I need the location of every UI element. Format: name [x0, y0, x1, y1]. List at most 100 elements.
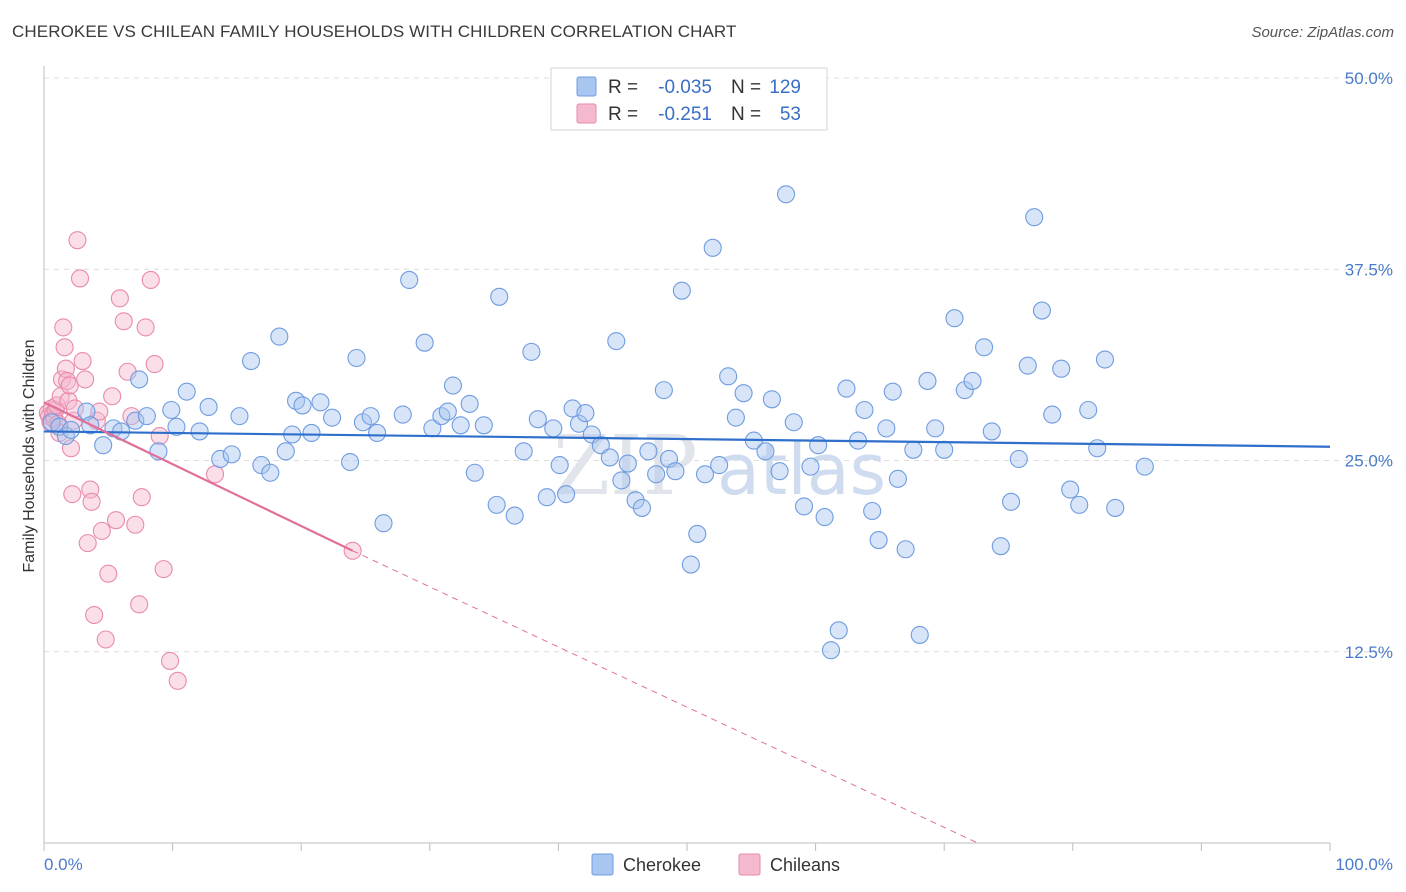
x-ticks: [43, 843, 1331, 851]
cherokee-point-25: [276, 442, 295, 461]
chileans-point-12: [54, 318, 73, 337]
cherokee-point-64: [600, 448, 619, 467]
cherokee-point-47: [465, 463, 484, 482]
cherokee-point-72: [654, 381, 673, 400]
chileans-point-45: [141, 270, 160, 290]
cherokee-point-63: [591, 436, 610, 455]
chileans-point-28: [82, 492, 101, 511]
cherokee-point-13: [162, 400, 181, 420]
legend-r-label-chileans: R =: [608, 104, 638, 125]
cherokee-point-115: [991, 537, 1010, 556]
cherokee-point-89: [784, 413, 803, 432]
cherokee-point-126: [1088, 439, 1107, 458]
chileans-point-46: [145, 355, 164, 374]
legend-swatch-cherokee: [576, 76, 597, 97]
legend-swatch-chileans: [576, 103, 597, 124]
cherokee-point-53: [522, 342, 541, 361]
y-tick-label-0: 12.5%: [1345, 643, 1393, 662]
cherokee-point-60: [569, 414, 589, 433]
chileans-point-17: [60, 376, 79, 395]
chileans-point-32: [92, 521, 111, 540]
y-tick-label-3: 50.0%: [1345, 69, 1393, 88]
cherokee-point-74: [666, 462, 685, 481]
chileans-point-51: [205, 465, 225, 484]
cherokee-point-58: [557, 485, 576, 504]
bottom-legend-label-cherokee: Cherokee: [623, 855, 701, 875]
cherokee-point-16: [190, 422, 209, 441]
cherokee-point-106: [910, 625, 929, 644]
cherokee-point-90: [794, 497, 814, 516]
cherokee-point-14: [167, 417, 186, 436]
chileans-point-26: [78, 534, 97, 553]
cherokee-point-98: [855, 400, 874, 420]
cherokee-point-55: [537, 488, 556, 507]
cherokee-point-46: [460, 394, 479, 413]
trend-line-cherokee: [43, 430, 1331, 448]
cherokee-point-36: [368, 423, 387, 443]
cherokee-point-112: [963, 371, 982, 390]
cherokee-point-11: [137, 407, 156, 426]
chileans-point-49: [160, 651, 180, 670]
cherokee-point-68: [626, 491, 645, 510]
cherokee-point-107: [918, 371, 937, 390]
cherokee-point-95: [829, 621, 848, 640]
cherokee-point-105: [904, 440, 923, 459]
cherokee-point-61: [576, 404, 595, 423]
cherokee-point-108: [926, 419, 945, 438]
cherokee-point-76: [681, 555, 700, 574]
legend-r-value-cherokee: -0.035: [658, 77, 712, 98]
cherokee-point-65: [607, 332, 626, 351]
cherokee-point-113: [975, 338, 994, 357]
cherokee-point-91: [801, 457, 820, 476]
cherokee-point-110: [945, 309, 964, 328]
bottom-legend-swatch-cherokee: [591, 853, 614, 876]
cherokee-point-40: [415, 333, 434, 352]
cherokee-point-81: [719, 367, 738, 386]
trend-line-chileans: [43, 401, 354, 552]
chileans-point-19: [63, 485, 82, 504]
cherokee-point-66: [612, 471, 631, 490]
chileans-point-33: [96, 630, 115, 649]
cherokee-point-43: [438, 402, 457, 421]
chileans-point-42: [130, 595, 149, 614]
chileans-point-29: [85, 605, 104, 625]
chileans-point-44: [136, 318, 155, 337]
cherokee-point-101: [877, 419, 896, 438]
cherokee-point-35: [361, 407, 380, 426]
cherokee-point-99: [863, 501, 882, 521]
chileans-point-36: [106, 511, 126, 530]
cherokee-point-85: [756, 442, 775, 461]
trend-lines: [43, 401, 1331, 844]
cherokee-point-49: [487, 495, 506, 514]
cherokee-point-23: [261, 463, 280, 482]
cherokee-point-24: [270, 327, 289, 346]
cherokee-point-79: [703, 238, 722, 257]
cherokee-point-118: [1018, 356, 1037, 375]
legend-r-label-cherokee: R =: [608, 77, 638, 98]
chileans-point-31: [90, 402, 109, 421]
cherokee-point-86: [762, 390, 781, 409]
cherokee-point-20: [230, 407, 249, 426]
x-tick-label-min: 0.0%: [44, 855, 83, 874]
cherokee-point-104: [896, 540, 915, 559]
cherokee-point-39: [400, 270, 419, 290]
cherokee-point-114: [982, 422, 1001, 441]
cherokee-point-102: [883, 382, 902, 401]
cherokee-point-127: [1095, 350, 1114, 369]
chileans-point-22: [68, 231, 87, 250]
cherokee-point-116: [1002, 492, 1021, 511]
cherokee-point-82: [726, 408, 745, 427]
cherokee-point-45: [451, 416, 470, 435]
cherokee-point-69: [632, 498, 652, 517]
cherokee-point-123: [1061, 480, 1080, 499]
cherokee-point-92: [809, 436, 828, 455]
chileans-point-34: [99, 564, 118, 583]
cherokee-point-6: [94, 436, 113, 455]
cherokee-point-29: [302, 423, 321, 443]
cherokee-point-120: [1032, 301, 1051, 320]
chileans-point-24: [73, 351, 92, 371]
cherokee-point-18: [211, 449, 230, 469]
cherokee-point-103: [888, 469, 907, 488]
cherokee-point-54: [528, 410, 547, 429]
